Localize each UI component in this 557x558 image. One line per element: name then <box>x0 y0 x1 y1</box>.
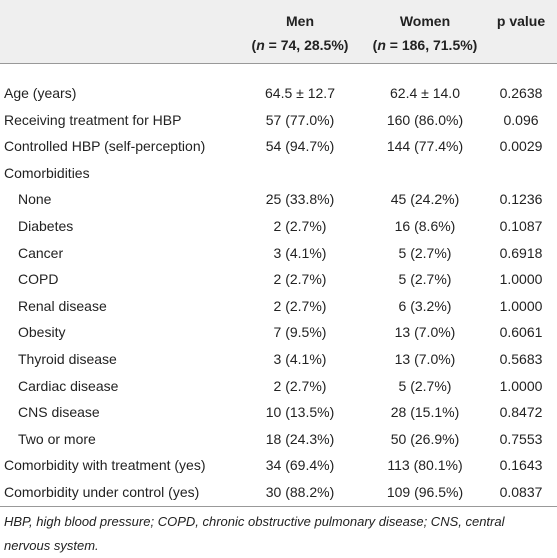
cell: 0.1236 <box>499 191 543 208</box>
row-label: COPD <box>18 271 59 288</box>
row-label: Two or more <box>18 430 96 447</box>
cell: 2 (2.7%) <box>273 271 327 288</box>
cell: 2 (2.7%) <box>273 218 327 234</box>
cell: 50 (26.9%) <box>390 430 460 447</box>
n-open: ( <box>372 37 378 53</box>
cell: 0.6918 <box>499 244 543 261</box>
n-var: n <box>377 37 386 53</box>
cell: 62.4 ± 14.0 <box>390 85 460 101</box>
column-n: (n = 74, 28.5%) <box>252 36 349 54</box>
row-label: Obesity <box>18 324 66 341</box>
cell: 7 (9.5%) <box>273 324 327 341</box>
cell: 160 (86.0%) <box>386 111 464 128</box>
row-label: Cancer <box>18 244 64 261</box>
footnote: HBP, high blood pressure; COPD, chronic … <box>4 514 505 553</box>
cell: 6 (3.2%) <box>398 297 452 314</box>
table-rule <box>0 506 557 507</box>
cell: 1.0000 <box>499 377 543 394</box>
n-var: n <box>256 37 265 53</box>
row-label: None <box>18 191 52 208</box>
cell: 34 (69.4%) <box>265 457 335 474</box>
cell: 0.1087 <box>499 218 543 234</box>
column-n: (n = 186, 71.5%) <box>373 36 478 54</box>
table-header: Men (n = 74, 28.5%) Women (n = 186, 71.5%) p… <box>0 0 557 64</box>
cell: 16 (8.6%) <box>394 218 456 234</box>
row-label: Receiving treatment for HBP <box>4 111 182 128</box>
cell: 0.6061 <box>499 324 543 341</box>
cell: 25 (33.8%) <box>265 191 335 208</box>
cell: 1.0000 <box>499 297 543 314</box>
cell: 10 (13.5%) <box>265 404 335 421</box>
cell: 2 (2.7%) <box>273 377 327 394</box>
row-label: Controlled HBP (self-perception) <box>4 138 206 155</box>
cell: 28 (15.1%) <box>390 404 460 421</box>
cell: 5 (2.7%) <box>398 377 452 394</box>
cell: 30 (88.2%) <box>265 484 335 500</box>
cell: 109 (96.5%) <box>386 484 464 500</box>
cell: 3 (4.1%) <box>273 351 327 367</box>
n-rest: = 74, 28.5%) <box>264 37 349 53</box>
cell: 0.5683 <box>499 351 543 367</box>
row-label: Comorbidity with treatment (yes) <box>4 457 206 474</box>
cell: 13 (7.0%) <box>394 324 456 341</box>
cell: 113 (80.1%) <box>387 457 463 474</box>
row-label: Renal disease <box>18 297 107 314</box>
cell: 144 (77.4%) <box>386 138 464 155</box>
cell: 5 (2.7%) <box>398 271 452 288</box>
cell: 0.0837 <box>499 484 543 500</box>
cell: 3 (4.1%) <box>273 244 327 261</box>
n-rest: = 186, 71.5%) <box>385 37 478 53</box>
row-label: Comorbidity under control (yes) <box>4 484 200 500</box>
column-header: Men <box>286 13 314 29</box>
cell: 1.0000 <box>499 271 543 288</box>
cell: 0.8472 <box>499 404 543 421</box>
cell: 5 (2.7%) <box>398 244 452 261</box>
row-label: Thyroid disease <box>18 351 117 367</box>
column-header: Women <box>399 13 451 29</box>
row-label: Cardiac disease <box>18 377 119 394</box>
row-label: Age (years) <box>4 85 77 101</box>
cell: 45 (24.2%) <box>390 191 460 208</box>
cell: 0.096 <box>503 111 539 128</box>
cell: 0.7553 <box>499 430 543 447</box>
cell: 54 (94.7%) <box>265 138 335 155</box>
cell: 0.1643 <box>499 457 543 474</box>
cell: 57 (77.0%) <box>265 111 335 128</box>
row-label: Comorbidities <box>4 164 90 181</box>
n-open: ( <box>251 37 257 53</box>
column-header: p value <box>496 13 546 29</box>
cell: 0.0029 <box>499 138 543 155</box>
cell: 0.2638 <box>499 85 543 101</box>
row-label: CNS disease <box>18 404 100 421</box>
cell: 64.5 ± 12.7 <box>265 85 335 101</box>
row-label: Diabetes <box>18 218 74 234</box>
cell: 2 (2.7%) <box>273 297 327 314</box>
cell: 18 (24.3%) <box>265 430 335 447</box>
cell: 13 (7.0%) <box>394 351 456 367</box>
